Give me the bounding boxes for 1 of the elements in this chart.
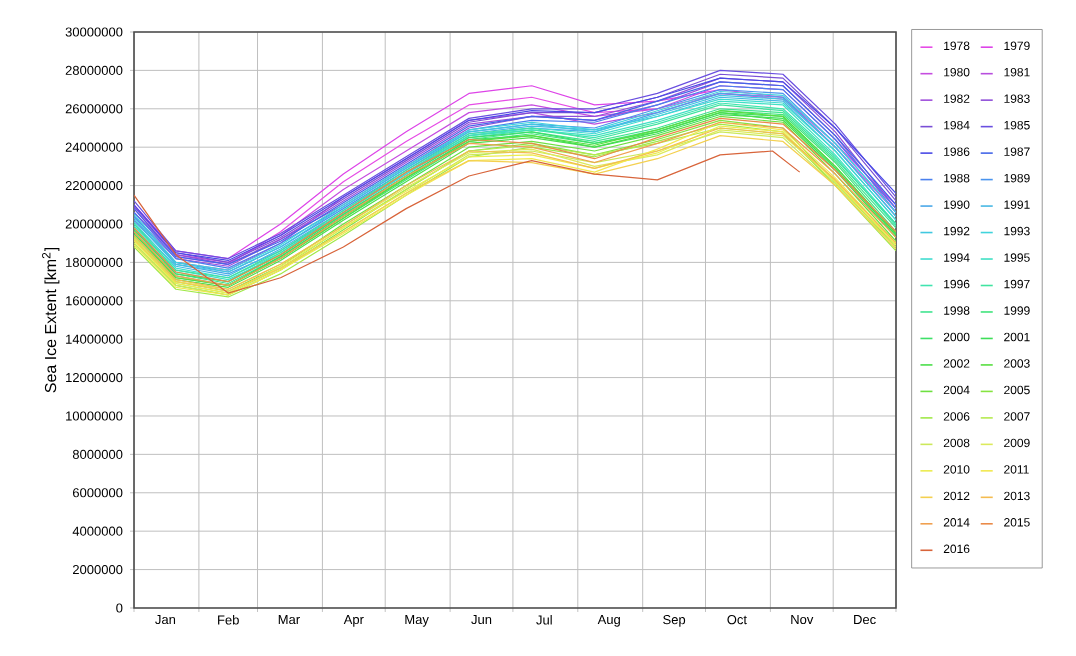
y-axis-title: Sea Ice Extent [km$^{2}$] — [42, 247, 60, 393]
